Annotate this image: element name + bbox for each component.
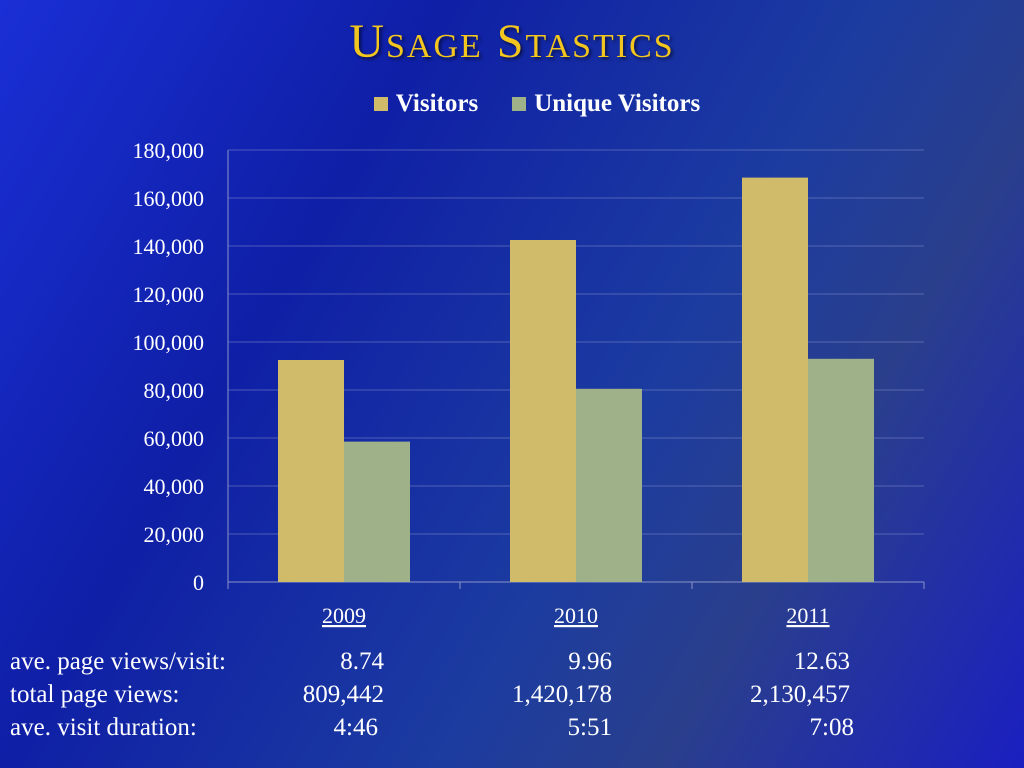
y-tick-label: 100,000 bbox=[133, 330, 205, 355]
legend-item-unique-visitors: Unique Visitors bbox=[512, 90, 700, 118]
y-tick-label: 20,000 bbox=[144, 522, 205, 547]
x-tick-label: 2009 bbox=[322, 603, 366, 628]
bar-unique-visitors-2009 bbox=[344, 441, 410, 582]
legend-swatch-visitors bbox=[373, 97, 388, 111]
bar-visitors-2011 bbox=[742, 177, 808, 582]
bar-visitors-2010 bbox=[510, 240, 576, 582]
stats-row-visit-duration: ave. visit duration: 4:46 5:51 7:08 bbox=[10, 714, 1010, 746]
slide-title: Usage Stastics bbox=[349, 15, 675, 68]
x-tick-label: 2010 bbox=[554, 603, 598, 628]
stats-value: 1,420,178 bbox=[512, 681, 612, 708]
y-tick-label: 160,000 bbox=[133, 186, 205, 211]
bar-unique-visitors-2011 bbox=[808, 358, 874, 582]
x-tick-label: 2011 bbox=[786, 603, 829, 628]
bar-unique-visitors-2010 bbox=[576, 388, 642, 582]
legend-swatch-unique-visitors bbox=[512, 97, 527, 111]
legend-item-visitors: Visitors bbox=[373, 90, 479, 118]
chart-legend: Visitors Unique Visitors bbox=[0, 90, 1024, 118]
stats-value: 2,130,457 bbox=[750, 681, 850, 708]
stats-row-page-views-per-visit: ave. page views/visit: 8.74 9.96 12.63 bbox=[10, 648, 1010, 680]
stats-value: 8.74 bbox=[340, 648, 384, 675]
stats-value: 5:51 bbox=[567, 714, 612, 741]
y-tick-label: 40,000 bbox=[144, 474, 205, 499]
stats-value: 9.96 bbox=[568, 648, 612, 675]
y-tick-label: 180,000 bbox=[133, 138, 205, 163]
legend-label-visitors: Visitors bbox=[395, 90, 479, 117]
stats-label: ave. visit duration: bbox=[10, 714, 197, 741]
stats-value: 7:08 bbox=[809, 714, 854, 741]
y-tick-label: 120,000 bbox=[133, 282, 205, 307]
stats-row-total-page-views: total page views: 809,442 1,420,178 2,13… bbox=[10, 681, 1010, 713]
stats-label: ave. page views/visit: bbox=[10, 648, 226, 675]
stats-label: total page views: bbox=[10, 681, 180, 708]
legend-label-unique-visitors: Unique Visitors bbox=[534, 90, 701, 117]
stats-value: 809,442 bbox=[302, 681, 384, 708]
y-tick-label: 80,000 bbox=[144, 378, 205, 403]
bar-chart: 0 20,000 40,000 60,000 80,000 100,000 120,000 1… bbox=[133, 138, 925, 628]
y-tick-label: 60,000 bbox=[144, 426, 205, 451]
y-tick-label: 0 bbox=[193, 570, 204, 595]
stats-value: 4:46 bbox=[333, 714, 378, 741]
y-tick-label: 140,000 bbox=[133, 234, 205, 259]
stats-value: 12.63 bbox=[793, 648, 850, 675]
bar-visitors-2009 bbox=[278, 360, 344, 582]
